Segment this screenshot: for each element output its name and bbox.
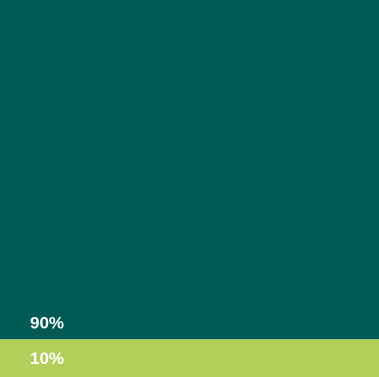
segment-bar-bottom xyxy=(0,339,379,377)
segment-label-bottom: 10% xyxy=(30,349,64,368)
segment-label-top: 90% xyxy=(30,313,64,332)
segment-bar-top xyxy=(0,0,379,340)
